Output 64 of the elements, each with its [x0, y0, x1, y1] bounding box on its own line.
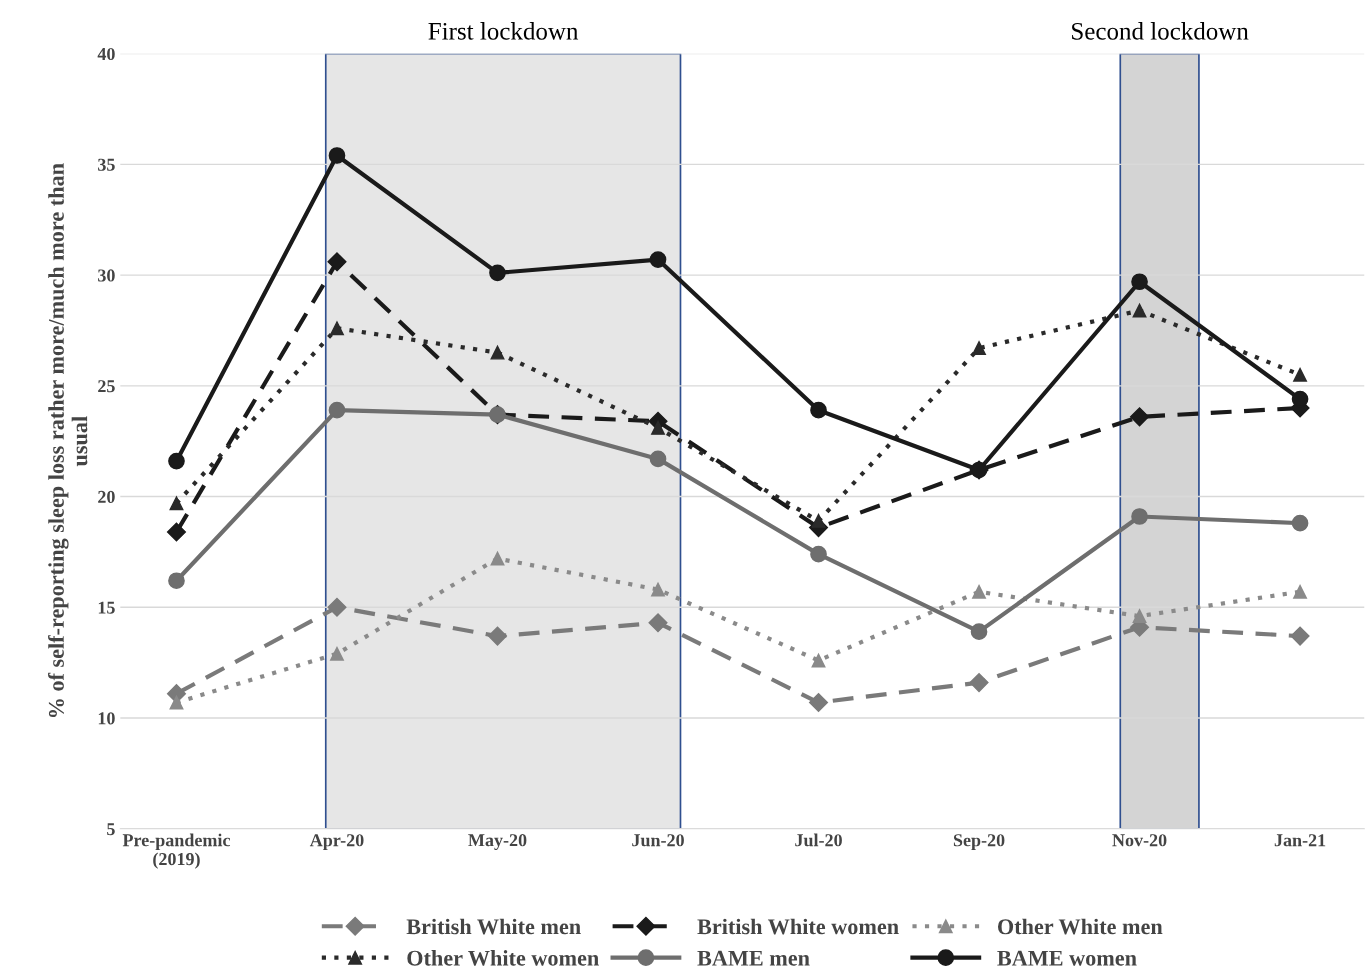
legend-label: Other White men: [997, 918, 1163, 935]
y-tick-label: 25: [98, 380, 115, 393]
point: [168, 452, 185, 470]
point: [169, 695, 184, 710]
y-tick-label: 10: [98, 712, 115, 725]
point: [330, 321, 344, 336]
point: [1293, 584, 1308, 599]
point: [487, 626, 508, 646]
y-tick-label: 30: [98, 269, 115, 282]
point: [490, 345, 505, 360]
x-tick-label: May-20: [468, 834, 527, 850]
point: [330, 646, 344, 661]
point: [327, 252, 347, 272]
point: [1293, 367, 1308, 382]
legend-label: British White men: [406, 918, 581, 935]
y-tick-label: 15: [98, 601, 115, 614]
point: [649, 450, 667, 468]
legend-label: BAME women: [997, 950, 1137, 966]
point: [1290, 626, 1310, 646]
legend-label: Other White women: [407, 950, 599, 966]
legend-label: British White women: [697, 918, 899, 935]
point: [166, 522, 187, 542]
point: [811, 653, 826, 668]
point: [970, 623, 988, 640]
x-tick-label: Jan-21: [1274, 834, 1326, 847]
point: [808, 692, 829, 713]
x-tick-label: Sep-20: [953, 834, 1005, 850]
point: [970, 461, 988, 479]
x-tick-label: Jul-20: [795, 833, 842, 847]
x-tick-label: Nov-20: [1112, 834, 1167, 847]
y-tick-label: 20: [98, 490, 115, 503]
legend-label: BAME men: [697, 950, 810, 966]
point: [489, 264, 506, 282]
point: [969, 673, 989, 693]
point: [327, 597, 347, 617]
x-tick-label: Pre-pandemic (2019): [122, 833, 231, 869]
point: [972, 584, 986, 599]
point: [1291, 514, 1309, 532]
point: [651, 582, 665, 597]
point: [810, 401, 827, 419]
point: [1131, 273, 1148, 291]
y-axis-title: % of self-reporting sleep loss rather more/much more than usual: [48, 163, 88, 718]
point: [328, 401, 346, 419]
point: [1131, 508, 1148, 525]
point: [651, 420, 665, 435]
point: [972, 341, 986, 356]
point: [649, 251, 667, 268]
point: [328, 147, 346, 164]
y-tick-label: 35: [98, 158, 115, 171]
point: [169, 496, 184, 511]
x-tick-label: Apr-20: [309, 834, 364, 850]
y-tick-label: 40: [97, 47, 115, 61]
point: [168, 572, 185, 590]
band-label: First lockdown: [428, 22, 579, 40]
point: [1132, 303, 1147, 318]
point: [810, 545, 827, 563]
point: [1132, 609, 1147, 624]
y-tick-label: 5: [107, 823, 115, 836]
point: [648, 613, 668, 633]
point: [1130, 407, 1150, 427]
x-tick-label: Jun-20: [632, 834, 684, 847]
point: [811, 513, 826, 528]
band-label: Second lockdown: [1072, 22, 1249, 40]
point: [490, 551, 505, 566]
